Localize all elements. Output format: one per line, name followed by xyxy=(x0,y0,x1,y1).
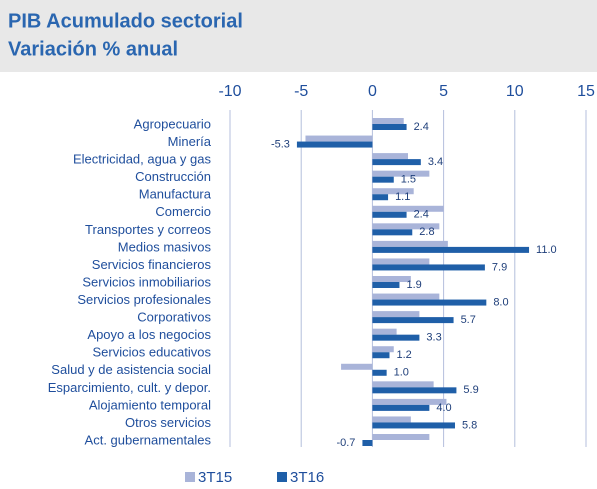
category-label: Manufactura xyxy=(139,187,212,202)
bar xyxy=(372,170,430,177)
bar xyxy=(372,282,400,288)
bar xyxy=(372,276,411,282)
bar xyxy=(372,352,390,359)
value-label: 11.0 xyxy=(536,244,557,256)
bar xyxy=(372,153,408,160)
category-label: Minería xyxy=(168,134,212,149)
chart-subtitle: Variación % anual xyxy=(8,38,178,60)
bar xyxy=(372,434,430,440)
legend-swatch xyxy=(277,472,287,482)
bar xyxy=(372,293,440,300)
bar xyxy=(372,398,447,405)
bar xyxy=(372,229,413,236)
category-label: Alojamiento temporal xyxy=(89,397,211,412)
bar xyxy=(372,176,394,183)
category-label: Servicios profesionales xyxy=(77,292,211,307)
bar xyxy=(305,135,373,142)
value-label: -5.3 xyxy=(271,138,290,150)
bar xyxy=(372,416,411,423)
value-label: 2.4 xyxy=(414,121,429,133)
category-label: Transportes y correos xyxy=(85,222,211,237)
value-label: 5.8 xyxy=(462,419,477,431)
value-label: 2.4 xyxy=(414,209,429,221)
bar xyxy=(372,317,454,324)
category-label: Agropecuario xyxy=(134,116,211,131)
value-label: 1.0 xyxy=(394,367,409,379)
value-label: 1.9 xyxy=(406,279,421,291)
category-label: Construcción xyxy=(135,169,211,184)
bar xyxy=(372,369,387,376)
bar xyxy=(372,240,448,247)
legend-swatch xyxy=(185,472,195,482)
bar xyxy=(372,246,530,253)
chart-title: PIB Acumulado sectorial xyxy=(8,10,243,32)
category-label: Electricidad, agua y gas xyxy=(73,152,212,167)
value-label: 1.5 xyxy=(401,174,416,186)
bar xyxy=(372,258,430,265)
bar xyxy=(372,211,407,218)
x-tick-label: 5 xyxy=(439,83,448,100)
bar xyxy=(372,311,420,318)
bar xyxy=(372,159,421,166)
legend-label: 3T16 xyxy=(290,469,324,486)
category-label: Servicios financieros xyxy=(92,257,212,272)
bar xyxy=(372,381,434,388)
category-label: Corporativos xyxy=(137,310,211,325)
bar xyxy=(372,124,407,130)
x-tick-label: 10 xyxy=(506,83,524,100)
category-label: Act. gubernamentales xyxy=(85,432,212,447)
bar xyxy=(372,328,397,335)
bar xyxy=(362,440,373,446)
bar xyxy=(372,118,404,124)
value-label: 7.9 xyxy=(492,261,507,273)
bar xyxy=(372,299,487,306)
value-label: 2.8 xyxy=(419,226,434,238)
bar xyxy=(372,264,485,271)
value-label: -0.7 xyxy=(336,437,355,449)
bar xyxy=(372,188,414,195)
x-tick-label: -5 xyxy=(294,83,308,100)
bar xyxy=(372,346,394,353)
category-label: Esparcimiento, cult. y depor. xyxy=(48,380,211,395)
value-label: 1.1 xyxy=(395,191,410,203)
category-label: Comercio xyxy=(155,204,211,219)
legend-label: 3T15 xyxy=(198,469,232,486)
bar xyxy=(372,223,440,230)
bar xyxy=(372,387,457,394)
value-label: 8.0 xyxy=(493,296,508,308)
bar xyxy=(341,363,373,370)
x-tick-label: 0 xyxy=(368,83,377,100)
value-label: 3.3 xyxy=(426,332,441,344)
bar xyxy=(296,141,373,148)
bar xyxy=(372,334,420,341)
category-label: Otros servicios xyxy=(125,415,211,430)
value-label: 5.7 xyxy=(461,314,476,326)
bar xyxy=(372,205,444,212)
bar xyxy=(372,194,389,201)
value-label: 1.2 xyxy=(396,349,411,361)
category-label: Salud y de asistencia social xyxy=(51,362,211,377)
category-label: Medios masivos xyxy=(118,239,212,254)
category-label: Apoyo a los negocios xyxy=(87,327,211,342)
category-label: Servicios inmobiliarios xyxy=(82,274,211,289)
x-tick-label: -10 xyxy=(218,83,241,100)
x-tick-label: 15 xyxy=(577,83,595,100)
category-label: Servicios educativos xyxy=(93,345,212,360)
value-label: 4.0 xyxy=(436,402,451,414)
value-label: 3.4 xyxy=(428,156,443,168)
bar xyxy=(372,422,455,429)
title-band xyxy=(0,0,597,72)
bar xyxy=(372,404,430,411)
value-label: 5.9 xyxy=(463,384,478,396)
